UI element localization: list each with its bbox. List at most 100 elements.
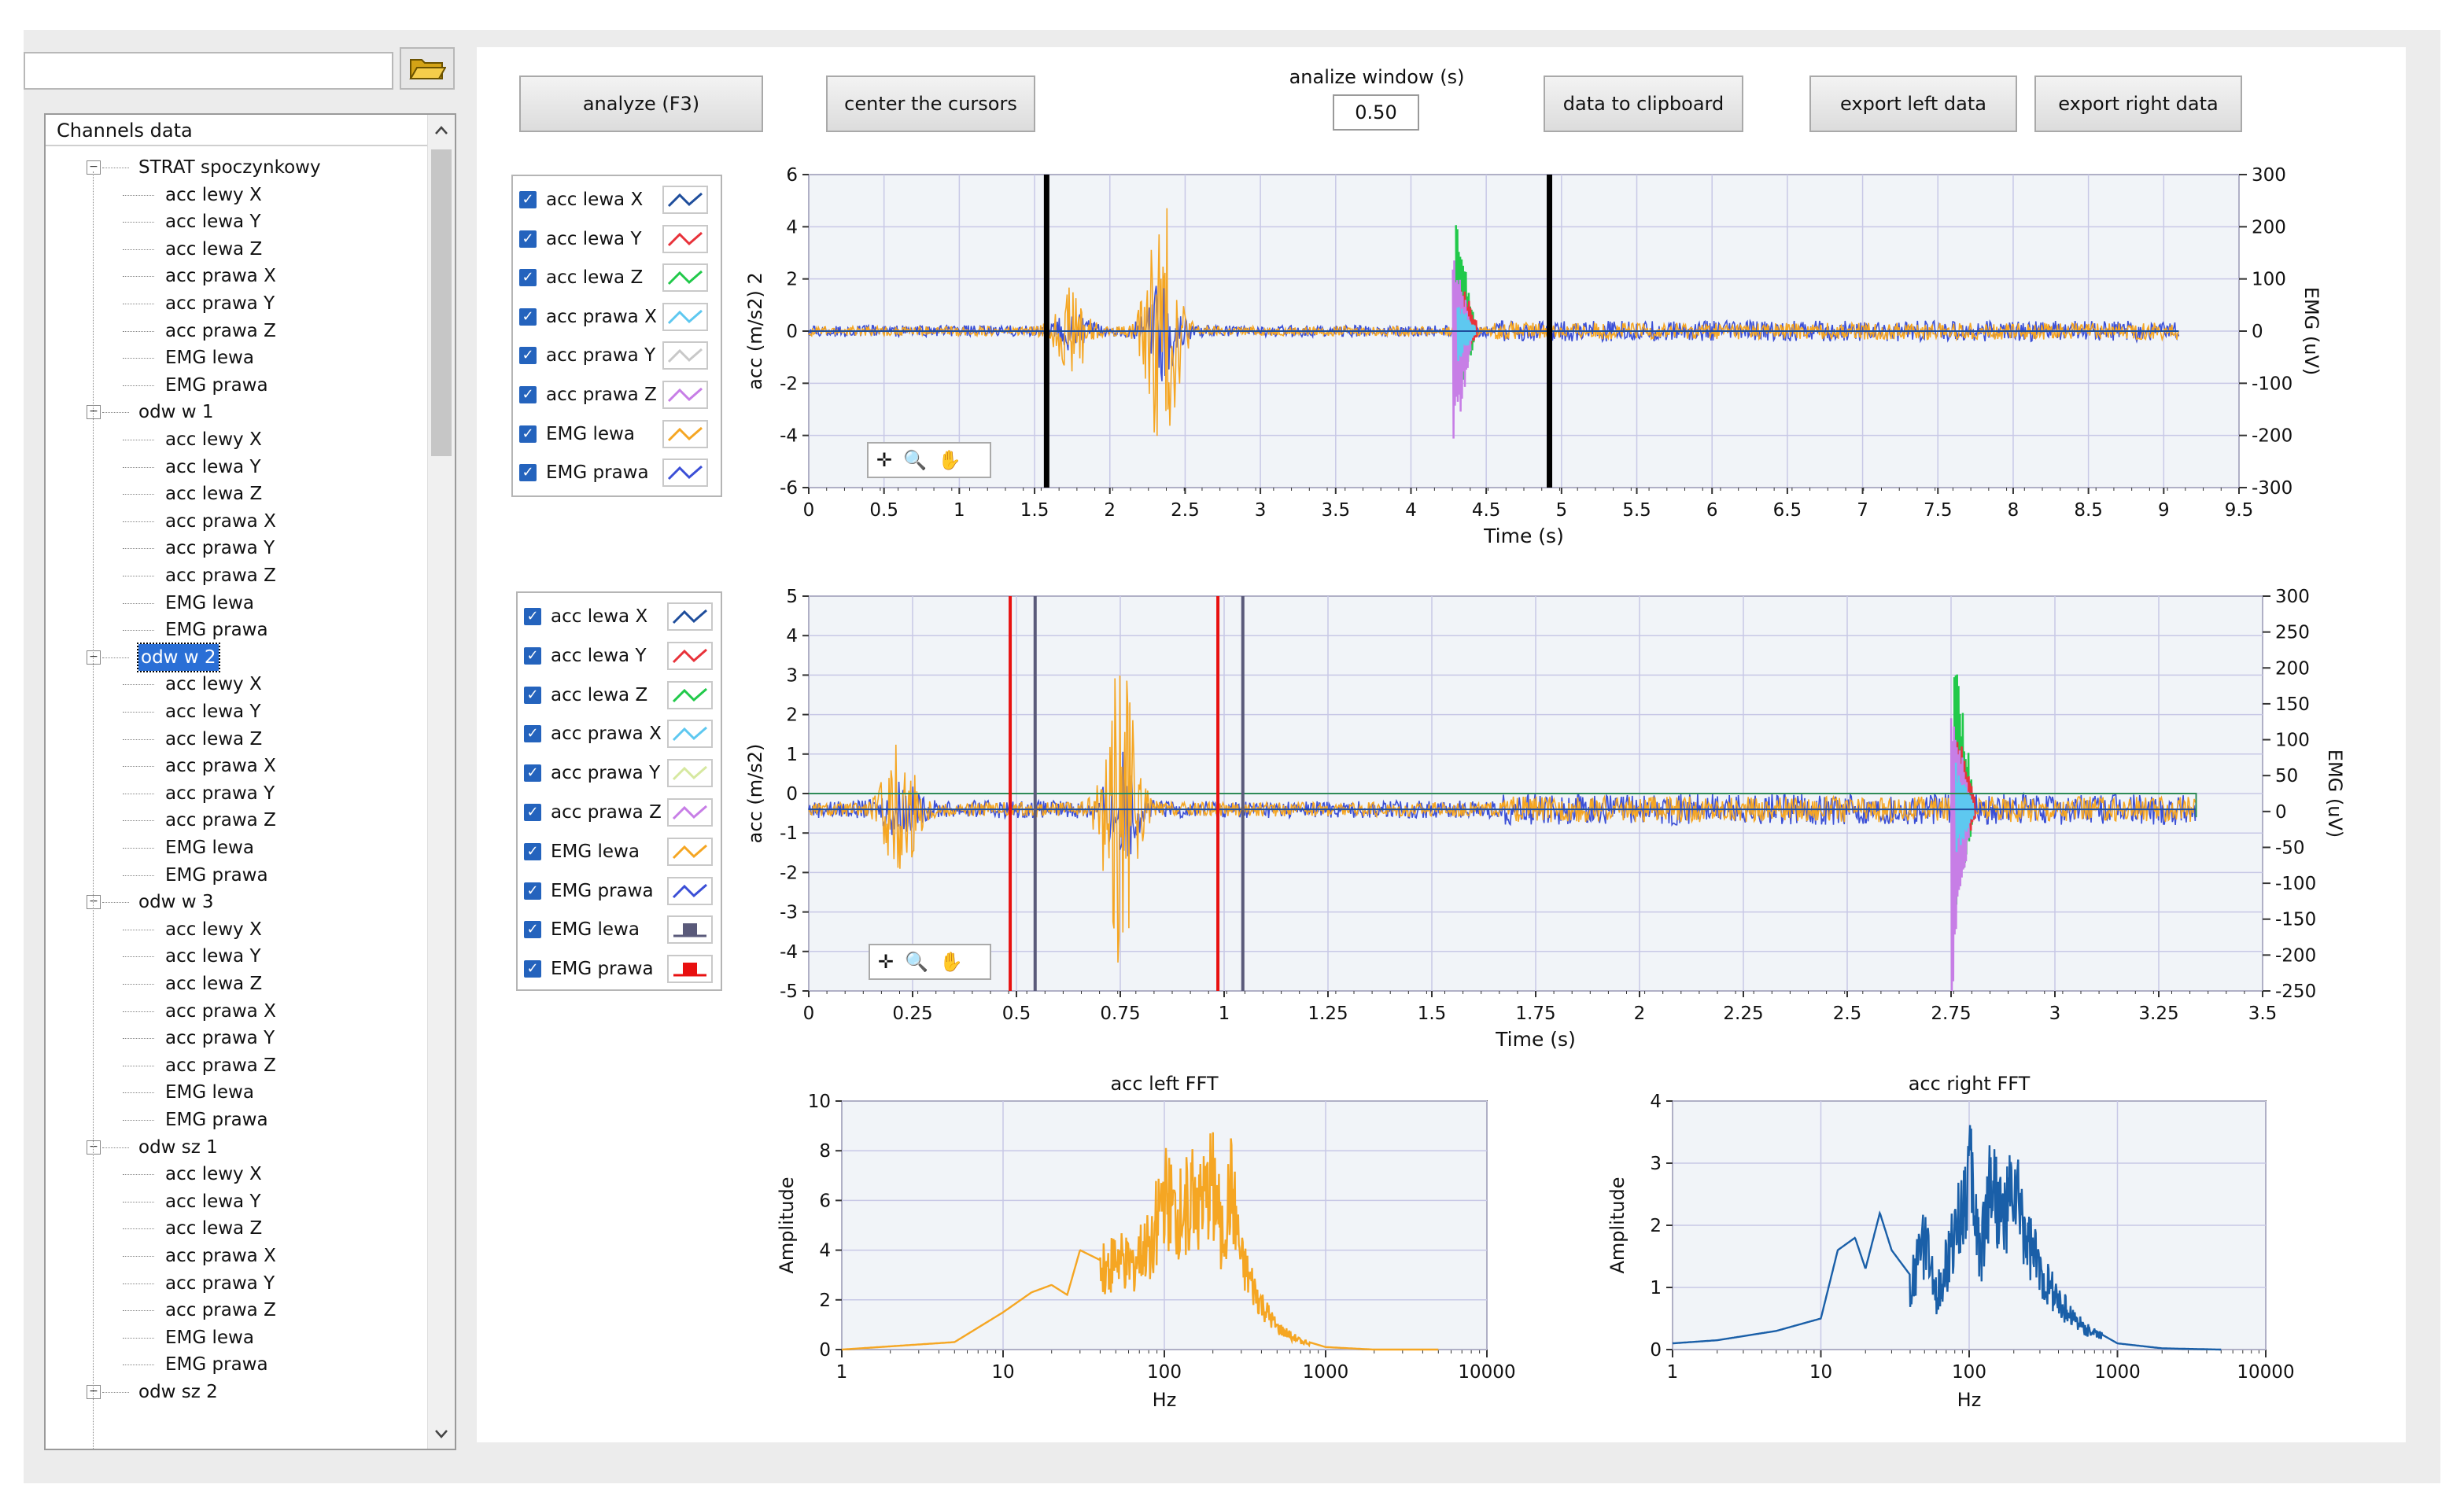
legend-row[interactable]: ✓ acc prawa X (524, 718, 713, 749)
tree-item[interactable]: acc prawa X (46, 998, 423, 1025)
tree-item[interactable]: EMG prawa (46, 1107, 423, 1133)
tree-item[interactable]: acc prawa Z (46, 562, 423, 589)
legend-row[interactable]: ✓ acc prawa Y (524, 757, 713, 789)
tree-item[interactable]: acc lewa Y (46, 1188, 423, 1215)
bottom-signal-chart[interactable]: 0 0.25 0.5 0.75 1 1.25 1.5 1.75 2 2.25 2.5 2.75 3 3.2… (740, 579, 2344, 1066)
legend-swatch[interactable] (662, 224, 708, 253)
legend-row[interactable]: ✓ EMG lewa (519, 418, 708, 450)
legend-row[interactable]: ✓ EMG lewa (524, 914, 713, 945)
checkbox-checked[interactable]: ✓ (524, 686, 541, 704)
cursor-move-icon[interactable]: ✛ (878, 951, 894, 973)
tree-group[interactable]: − STRAT spoczynkowy (46, 154, 423, 181)
tree-item[interactable]: EMG prawa (46, 617, 423, 643)
tree-item[interactable]: acc prawa Y (46, 1025, 423, 1051)
legend-swatch[interactable] (667, 876, 713, 905)
tree-item[interactable]: acc prawa Z (46, 1297, 423, 1324)
legend-swatch[interactable] (667, 680, 713, 709)
checkbox-checked[interactable]: ✓ (524, 804, 541, 821)
tree-item[interactable]: acc lewy X (46, 916, 423, 943)
legend-swatch[interactable] (662, 381, 708, 409)
legend-row[interactable]: ✓ acc lewa X (519, 184, 708, 215)
tree-item[interactable]: acc lewa Y (46, 208, 423, 235)
tree-item[interactable]: acc lewa Z (46, 236, 423, 263)
tree-item[interactable]: EMG prawa (46, 372, 423, 399)
tree-item[interactable]: acc prawa Y (46, 1270, 423, 1297)
legend-swatch[interactable] (667, 641, 713, 670)
checkbox-checked[interactable]: ✓ (519, 308, 537, 326)
checkbox-checked[interactable]: ✓ (524, 646, 541, 665)
legend-swatch[interactable] (667, 602, 713, 631)
tree-item[interactable]: acc prawa X (46, 753, 423, 779)
checkbox-checked[interactable]: ✓ (524, 764, 541, 783)
center-cursors-button[interactable]: center the cursors (826, 76, 1035, 132)
zoom-icon[interactable]: 🔍 (905, 951, 928, 973)
channels-tree[interactable]: Channels data − STRAT spoczynkowy acc lewy… (44, 113, 456, 1450)
tree-group[interactable]: − odw sz 2 (46, 1379, 423, 1405)
legend-swatch[interactable] (667, 720, 713, 749)
legend-row[interactable]: ✓ acc lewa Z (524, 680, 713, 711)
top-signal-chart[interactable]: 0 0.5 1 1.5 2 2.5 3 3.5 4 4.5 5 5.5 6 6.5 7 7.5 8 8.5 9 9.5… (740, 157, 2344, 566)
legend-swatch[interactable] (662, 302, 708, 331)
checkbox-checked[interactable]: ✓ (524, 725, 541, 743)
acc-left-fft-chart[interactable]: acc left FFT 1 10 100 1000 10000 10 8 6 4 2 0 Hz Ampl… (763, 1070, 1534, 1423)
tree-item[interactable]: acc lewa Y (46, 698, 423, 725)
legend-swatch[interactable] (667, 759, 713, 788)
collapse-icon[interactable]: − (87, 405, 101, 420)
legend-row[interactable]: ✓ EMG prawa (524, 875, 713, 907)
tree-item[interactable]: acc prawa Z (46, 807, 423, 834)
pan-hand-icon[interactable]: ✋ (939, 951, 963, 973)
collapse-icon[interactable]: − (87, 1385, 101, 1399)
legend-row[interactable]: ✓ acc lewa Y (519, 223, 708, 255)
checkbox-checked[interactable]: ✓ (519, 464, 537, 482)
legend-row[interactable]: ✓ EMG lewa (524, 836, 713, 867)
legend-swatch[interactable] (662, 263, 708, 293)
legend-row[interactable]: ✓ EMG prawa (519, 457, 708, 488)
tree-item[interactable]: EMG prawa (46, 862, 423, 889)
tree-item[interactable]: acc prawa Y (46, 535, 423, 562)
tree-group[interactable]: − odw w 1 (46, 399, 423, 425)
legend-row[interactable]: ✓ EMG prawa (524, 953, 713, 985)
tree-item[interactable]: acc prawa X (46, 508, 423, 535)
tree-item[interactable]: acc lewy X (46, 671, 423, 698)
tree-item[interactable]: acc prawa X (46, 263, 423, 289)
tree-item[interactable]: acc prawa Y (46, 780, 423, 807)
tree-item[interactable]: EMG lewa (46, 344, 423, 371)
legend-swatch[interactable] (667, 837, 713, 866)
tree-item[interactable]: acc lewa Z (46, 481, 423, 507)
checkbox-checked[interactable]: ✓ (524, 960, 541, 978)
legend-row[interactable]: ✓ acc prawa Y (519, 340, 708, 371)
tree-item[interactable]: acc lewy X (46, 182, 423, 208)
analyze-window-input[interactable]: 0.50 (1333, 94, 1419, 131)
legend-swatch[interactable] (667, 955, 713, 984)
legend-swatch[interactable] (667, 798, 713, 827)
legend-swatch[interactable] (662, 186, 708, 214)
checkbox-checked[interactable]: ✓ (519, 230, 537, 248)
tree-header[interactable]: Channels data (46, 115, 428, 146)
tree-item[interactable]: acc prawa X (46, 1243, 423, 1269)
legend-row[interactable]: ✓ acc prawa Z (524, 797, 713, 828)
collapse-icon[interactable]: − (87, 650, 101, 665)
export-right-data-button[interactable]: export right data (2034, 76, 2242, 132)
tree-item[interactable]: acc lewa Z (46, 726, 423, 753)
tree-item[interactable]: acc lewa Y (46, 943, 423, 970)
scroll-down-icon[interactable] (434, 1428, 448, 1439)
checkbox-checked[interactable]: ✓ (519, 425, 537, 443)
tree-item[interactable]: EMG lewa (46, 834, 423, 861)
checkbox-checked[interactable]: ✓ (524, 842, 541, 860)
tree-group[interactable]: − odw sz 1 (46, 1134, 423, 1161)
tree-group[interactable]: − odw w 3 (46, 889, 423, 915)
checkbox-checked[interactable]: ✓ (524, 882, 541, 900)
scroll-up-icon[interactable] (434, 124, 448, 135)
tree-item[interactable]: acc prawa Y (46, 290, 423, 317)
tree-item[interactable]: acc prawa Z (46, 1052, 423, 1079)
checkbox-checked[interactable]: ✓ (519, 347, 537, 365)
tree-item[interactable]: EMG lewa (46, 590, 423, 617)
tree-item[interactable]: EMG lewa (46, 1079, 423, 1106)
checkbox-checked[interactable]: ✓ (524, 921, 541, 939)
tree-item[interactable]: acc lewa Z (46, 970, 423, 997)
export-left-data-button[interactable]: export left data (1809, 76, 2017, 132)
tree-item[interactable]: acc lewa Z (46, 1215, 423, 1242)
analyze-button[interactable]: analyze (F3) (519, 76, 763, 132)
legend-row[interactable]: ✓ acc lewa Y (524, 640, 713, 672)
